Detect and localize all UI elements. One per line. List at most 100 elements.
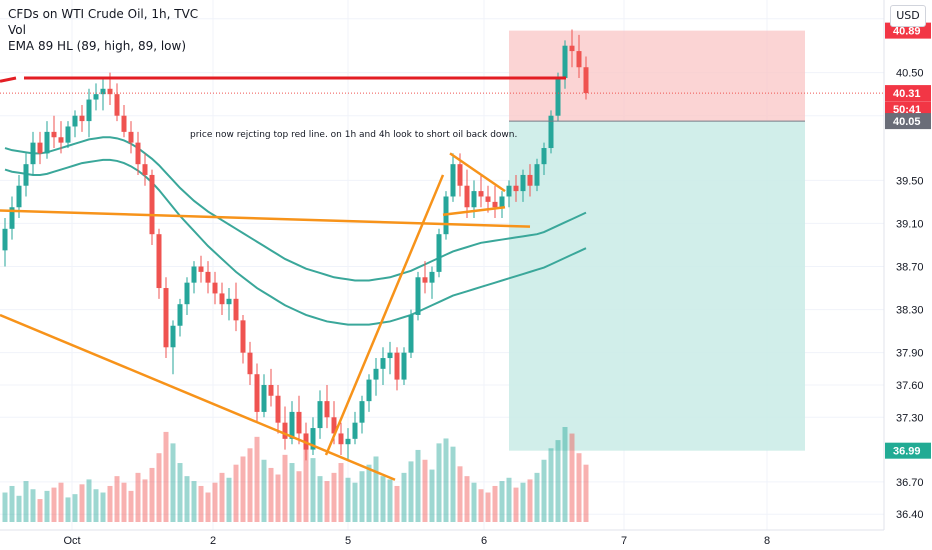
time-tick-label: 7 (621, 535, 627, 547)
candle-body (373, 368, 379, 380)
candle (261, 374, 267, 418)
time-axis-bg (0, 530, 932, 550)
volume-bar (324, 481, 330, 522)
candle-body (156, 234, 162, 289)
candle (338, 422, 344, 455)
current-price-label: 40.31 (893, 88, 921, 100)
candle (254, 363, 260, 423)
candle (268, 368, 274, 407)
candle (387, 341, 393, 375)
ema-low-line (4, 158, 587, 326)
candle-body (44, 131, 50, 154)
volume-bar (254, 436, 260, 522)
volume-bar (149, 467, 155, 522)
volume-bar (485, 492, 491, 522)
candle-body (583, 67, 589, 94)
lower-trendline (0, 313, 396, 481)
candle (65, 121, 71, 149)
price-axis-bg (884, 0, 932, 550)
volume-bar (86, 479, 92, 522)
candle-body (492, 201, 498, 208)
price-tick-label: 36.40 (896, 509, 924, 521)
chart-annotation[interactable]: price now rejcting top red line. on 1h a… (190, 130, 518, 140)
volume-bar (156, 453, 162, 522)
candle-body (562, 45, 568, 79)
volume-bar (569, 433, 575, 522)
candle-body (450, 164, 456, 197)
stop-price-label: 40.89 (893, 26, 921, 38)
chart-title[interactable]: CFDs on WTI Crude Oil, 1h, TVC (8, 7, 199, 21)
candle (317, 390, 323, 439)
candle-body (289, 411, 295, 439)
candle-body (394, 352, 400, 380)
candle (310, 417, 316, 455)
candle-body (387, 352, 393, 359)
time-axis[interactable]: Oct 2 5 6 7 8 (63, 535, 770, 547)
target-price-label: 36.99 (893, 446, 921, 458)
candle-body (247, 352, 253, 375)
candle (436, 228, 442, 278)
candle-body (429, 271, 435, 283)
candle (121, 104, 127, 138)
candle-body (79, 115, 85, 122)
currency-button[interactable]: USD (890, 5, 926, 27)
candle-body (541, 148, 547, 165)
volume-bar (436, 443, 442, 522)
candle-body (212, 282, 218, 294)
candle-body (513, 185, 519, 192)
volume-bar (114, 476, 120, 522)
volume-bar (121, 482, 127, 522)
candle-body (100, 88, 106, 95)
candle-body (555, 78, 561, 116)
candle (128, 121, 134, 154)
volume-bar (30, 489, 36, 522)
candle (492, 185, 498, 219)
volume-bar (72, 494, 78, 522)
volume-bar (282, 454, 288, 522)
candle (373, 358, 379, 396)
volume-bar (177, 463, 183, 522)
volume-bar (184, 476, 190, 522)
candle-body (534, 164, 540, 186)
candle (380, 347, 386, 385)
neckline (0, 209, 531, 228)
candle-body (170, 325, 176, 348)
volume-bar (233, 464, 239, 522)
volume-indicator-label[interactable]: Vol (8, 23, 26, 37)
time-tick-label: 8 (764, 535, 770, 547)
candle-body (499, 196, 505, 208)
candle-body (114, 94, 120, 116)
candle (527, 164, 533, 197)
candle (240, 314, 246, 364)
volume-bar (275, 474, 281, 522)
volume-bar (408, 461, 414, 522)
volume-bar (296, 471, 302, 522)
candle-body (86, 99, 92, 122)
volume-bar (289, 463, 295, 522)
ema-indicator-label[interactable]: EMA 89 HL (89, high, 89, low) (8, 39, 187, 53)
stop-loss-zone[interactable] (509, 30, 805, 122)
price-tick-label: 37.60 (896, 380, 924, 392)
volume-bar (555, 440, 561, 522)
volume-bar (583, 464, 589, 522)
trend-drawings (0, 76, 805, 481)
candle-body (149, 174, 155, 235)
volume-bar (576, 453, 582, 522)
candle-body (506, 185, 512, 197)
candle-body (485, 196, 491, 202)
candle-body (142, 164, 148, 175)
candle-body (436, 234, 442, 272)
candle (233, 282, 239, 332)
volume-bar (422, 459, 428, 522)
volume-bar (100, 492, 106, 522)
candle (205, 261, 211, 294)
candle (100, 78, 106, 111)
volume-bar (212, 482, 218, 522)
take-profit-zone[interactable] (509, 121, 805, 451)
volume-bar (303, 445, 309, 522)
candle (44, 121, 50, 159)
candle-body (23, 164, 29, 186)
candle-body (520, 174, 526, 192)
candle (51, 115, 57, 149)
